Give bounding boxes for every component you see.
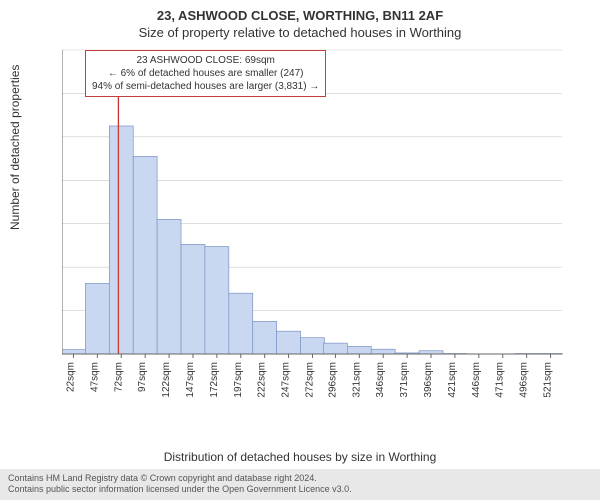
attribution-footer: Contains HM Land Registry data © Crown c… <box>0 469 600 500</box>
svg-text:72sqm: 72sqm <box>113 362 124 392</box>
svg-text:197sqm: 197sqm <box>233 362 244 398</box>
footer-line1: Contains HM Land Registry data © Crown c… <box>8 473 592 485</box>
info-line-larger: 94% of semi-detached houses are larger (… <box>92 80 319 93</box>
svg-text:346sqm: 346sqm <box>375 362 386 398</box>
svg-text:272sqm: 272sqm <box>304 362 315 398</box>
svg-text:22sqm: 22sqm <box>65 362 76 392</box>
x-axis-label: Distribution of detached houses by size … <box>0 450 600 464</box>
plot-area: 020040060080010001200140022sqm47sqm72sqm… <box>62 46 572 416</box>
chart-title: 23, ASHWOOD CLOSE, WORTHING, BN11 2AF <box>0 0 600 23</box>
svg-text:421sqm: 421sqm <box>447 362 458 398</box>
svg-text:97sqm: 97sqm <box>137 362 148 392</box>
svg-text:396sqm: 396sqm <box>423 362 434 398</box>
svg-text:521sqm: 521sqm <box>543 362 554 398</box>
info-line-smaller: ← 6% of detached houses are smaller (247… <box>92 67 319 80</box>
footer-line2: Contains public sector information licen… <box>8 484 592 496</box>
info-line-property: 23 ASHWOOD CLOSE: 69sqm <box>92 54 319 67</box>
svg-text:147sqm: 147sqm <box>185 362 196 398</box>
svg-text:296sqm: 296sqm <box>327 362 338 398</box>
histogram-svg: 020040060080010001200140022sqm47sqm72sqm… <box>62 46 572 416</box>
svg-text:247sqm: 247sqm <box>281 362 292 398</box>
svg-text:321sqm: 321sqm <box>351 362 362 398</box>
svg-text:122sqm: 122sqm <box>161 362 172 398</box>
y-axis-label: Number of detached properties <box>8 65 22 230</box>
svg-text:496sqm: 496sqm <box>519 362 530 398</box>
svg-text:471sqm: 471sqm <box>495 362 506 398</box>
svg-text:47sqm: 47sqm <box>89 362 100 392</box>
svg-text:222sqm: 222sqm <box>257 362 268 398</box>
svg-text:371sqm: 371sqm <box>399 362 410 398</box>
chart-container: 23, ASHWOOD CLOSE, WORTHING, BN11 2AF Si… <box>0 0 600 500</box>
svg-text:172sqm: 172sqm <box>209 362 220 398</box>
chart-subtitle: Size of property relative to detached ho… <box>0 23 600 40</box>
svg-text:446sqm: 446sqm <box>471 362 482 398</box>
info-callout-box: 23 ASHWOOD CLOSE: 69sqm ← 6% of detached… <box>85 50 326 97</box>
